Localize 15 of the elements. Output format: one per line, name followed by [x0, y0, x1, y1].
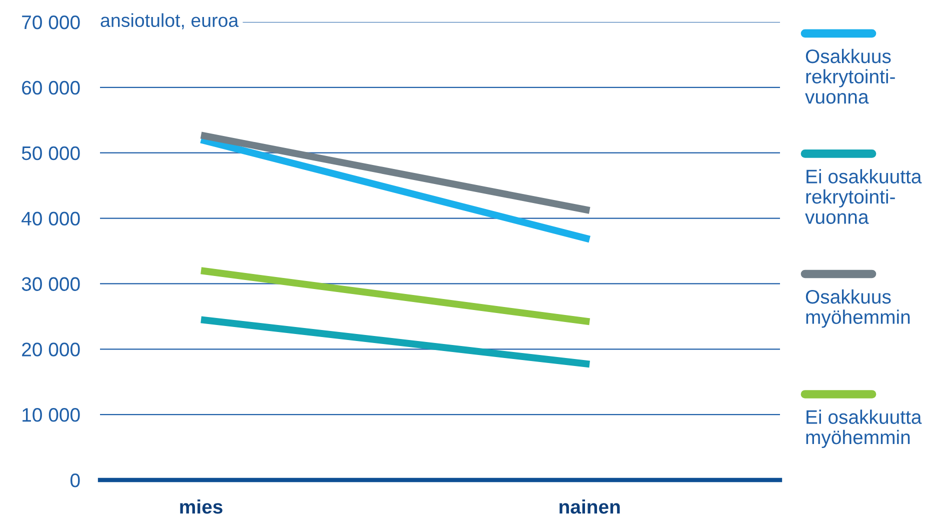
legend-label: Osakkuus rekrytointi- vuonna — [805, 48, 895, 104]
x-tick-label: mies — [180, 499, 222, 514]
y-tick-label: 50 000 — [22, 146, 80, 160]
y-axis-title: ansiotulot, euroa — [100, 13, 239, 30]
y-tick-label: 60 000 — [22, 80, 80, 95]
y-tick-label: 70 000 — [22, 15, 80, 30]
legend-label: Osakkuus myöhemmin — [806, 289, 910, 328]
legend-label: Ei osakkuutta myöhemmin — [806, 410, 922, 448]
y-tick-label: 0 — [70, 473, 80, 488]
y-tick-label: 10 000 — [22, 408, 80, 422]
x-tick-label: nainen — [560, 499, 620, 514]
y-tick-label: 30 000 — [22, 277, 80, 291]
legend-label: Ei osakkuutta rekrytointi- vuonna — [805, 169, 922, 224]
y-tick-label: 20 000 — [22, 342, 80, 356]
y-tick-label: 40 000 — [22, 212, 80, 226]
